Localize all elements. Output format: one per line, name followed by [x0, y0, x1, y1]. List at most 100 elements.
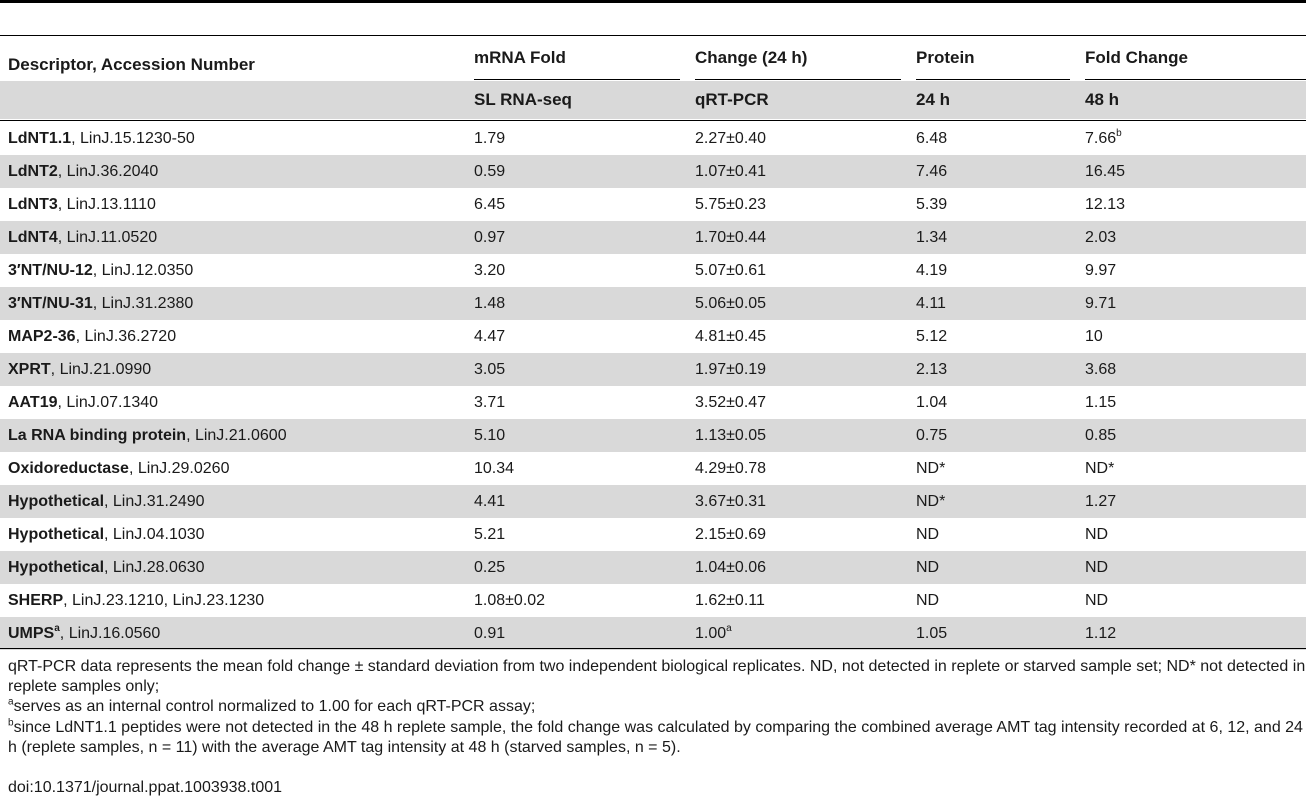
cell-qrt-pcr: 3.52±0.47	[695, 386, 766, 419]
cell-sl-rnaseq: 1.79	[474, 130, 506, 147]
column-group-mrna-label-2: Change (24 h)	[695, 48, 808, 67]
footnote-main: qRT-PCR data represents the mean fold ch…	[8, 658, 1306, 695]
cell-protein-24h: 1.05	[916, 625, 948, 642]
qrt-value: 1.97±0.19	[695, 361, 767, 378]
table-row: Hypothetical, LinJ.04.1030 5.21 2.15±0.69 N…	[0, 518, 1306, 551]
cell-descriptor: 3′NT/NU-31, LinJ.31.2380	[8, 287, 193, 320]
cell-qrt-pcr: 1.13±0.05	[695, 419, 766, 452]
doi-text: doi:10.1371/journal.ppat.1003938.t001	[8, 779, 283, 796]
footnote-b-text: since LdNT1.1 peptides were not detected…	[8, 719, 1303, 756]
cell-sl-rnaseq: 3.71	[474, 394, 506, 411]
cell-protein-48h: 16.45	[1085, 155, 1125, 188]
cell-protein-24h: 2.13	[916, 361, 948, 378]
cell-protein-24h: ND	[916, 559, 940, 576]
cell-sl-rnaseq: 4.41	[474, 493, 506, 510]
cell-protein-48h: 9.71	[1085, 287, 1116, 320]
p48-value: 12.13	[1085, 196, 1126, 213]
accession-number: , LinJ.11.0520	[57, 229, 158, 246]
column-header-descriptor: Descriptor, Accession Number	[8, 55, 255, 74]
p48-value: 1.15	[1085, 394, 1117, 411]
gene-name: Hypothetical	[8, 493, 105, 510]
gene-name: Hypothetical	[8, 559, 105, 576]
qrt-value: 5.06±0.05	[695, 295, 767, 312]
p48-value: 3.68	[1085, 361, 1117, 378]
qrt-value: 5.75±0.23	[695, 196, 767, 213]
cell-protein-24h: ND	[916, 592, 940, 609]
column-group-protein-label: Protein	[916, 48, 975, 67]
cell-descriptor: LdNT3, LinJ.13.1110	[8, 188, 156, 221]
footnote-a: aserves as an internal control normalize…	[8, 697, 1306, 717]
cell-protein-24h: 5.39	[916, 196, 948, 213]
p48-value: ND	[1085, 559, 1109, 576]
accession-number: , LinJ.28.0630	[104, 559, 205, 576]
cell-sl-rnaseq: 3.20	[474, 262, 506, 279]
qrt-value: 1.07±0.41	[695, 163, 767, 180]
table-row: La RNA binding protein, LinJ.21.0600 5.10…	[0, 419, 1306, 452]
accession-number: , LinJ.12.0350	[92, 262, 194, 279]
cell-protein-48h: 3.68	[1085, 353, 1116, 386]
gene-name: MAP2-36	[8, 328, 76, 345]
group-underline-4	[1085, 79, 1306, 80]
subheader-24h: 24 h	[916, 90, 951, 109]
table-row: Hypothetical, LinJ.28.0630 0.25 1.04±0.06 N…	[0, 551, 1306, 584]
accession-number: , LinJ.04.1030	[104, 526, 205, 543]
cell-protein-24h: 7.46	[916, 163, 948, 180]
gene-name: XPRT	[8, 361, 51, 378]
table-row: AAT19, LinJ.07.1340 3.71 3.52±0.47 1.04 1.15	[0, 386, 1306, 419]
cell-descriptor: Hypothetical, LinJ.28.0630	[8, 551, 205, 584]
cell-sl-rnaseq: 5.21	[474, 526, 506, 543]
subheader-qrt-pcr: qRT-PCR	[695, 90, 769, 109]
cell-qrt-pcr: 1.00a	[695, 617, 732, 650]
cell-protein-48h: ND	[1085, 518, 1108, 551]
qrt-value: 3.67±0.31	[695, 493, 767, 510]
table-row: SHERP, LinJ.23.1210, LinJ.23.1230 1.08±0.…	[0, 584, 1306, 617]
cell-protein-24h: 4.11	[916, 295, 946, 312]
footnote-b-mark: b	[8, 717, 14, 729]
cell-descriptor: MAP2-36, LinJ.36.2720	[8, 320, 176, 353]
gene-name: 3′NT/NU-12	[8, 262, 93, 279]
group-underline-3	[916, 79, 1070, 80]
cell-qrt-pcr: 1.07±0.41	[695, 155, 766, 188]
cell-sl-rnaseq: 0.91	[474, 625, 506, 642]
p48-value: 16.45	[1085, 163, 1126, 180]
accession-number: , LinJ.16.0560	[59, 625, 161, 642]
cell-protein-48h: 12.13	[1085, 188, 1125, 221]
cell-sl-rnaseq: 0.97	[474, 229, 506, 246]
table-row: Hypothetical, LinJ.31.2490 4.41 3.67±0.31 N…	[0, 485, 1306, 518]
cell-descriptor: XPRT, LinJ.21.0990	[8, 353, 151, 386]
gene-name-sup: a	[54, 622, 60, 634]
p48-value: ND	[1085, 526, 1109, 543]
cell-qrt-pcr: 1.70±0.44	[695, 221, 766, 254]
table-row: LdNT1.1, LinJ.15.1230-50 1.79 2.27±0.40 6.4…	[0, 122, 1306, 155]
cell-descriptor: La RNA binding protein, LinJ.21.0600	[8, 419, 287, 452]
cell-qrt-pcr: 2.15±0.69	[695, 518, 766, 551]
accession-number: , LinJ.07.1340	[57, 394, 159, 411]
table-row: LdNT4, LinJ.11.0520 0.97 1.70±0.44 1.34 2.03	[0, 221, 1306, 254]
qrt-value: 5.07±0.61	[695, 262, 767, 279]
cell-qrt-pcr: 5.75±0.23	[695, 188, 766, 221]
qrt-value: 4.81±0.45	[695, 328, 767, 345]
cell-protein-24h: 1.34	[916, 229, 948, 246]
cell-protein-48h: 9.97	[1085, 254, 1116, 287]
table-bottom-rule	[0, 648, 1306, 649]
qrt-value: 4.29±0.78	[695, 460, 767, 477]
table-row: LdNT2, LinJ.36.2040 0.59 1.07±0.41 7.46 16.4…	[0, 155, 1306, 188]
cell-protein-48h: ND*	[1085, 452, 1114, 485]
cell-qrt-pcr: 1.62±0.11	[695, 584, 765, 617]
cell-descriptor: Hypothetical, LinJ.04.1030	[8, 518, 205, 551]
cell-qrt-pcr: 3.67±0.31	[695, 485, 766, 518]
accession-number: , LinJ.36.2720	[75, 328, 177, 345]
cell-protein-48h: 1.12	[1085, 617, 1116, 650]
accession-number: , LinJ.36.2040	[57, 163, 159, 180]
cell-protein-24h: ND*	[916, 493, 946, 510]
cell-sl-rnaseq: 3.05	[474, 361, 506, 378]
cell-protein-48h: 2.03	[1085, 221, 1116, 254]
gene-name: La RNA binding protein	[8, 427, 187, 444]
gene-name: AAT19	[8, 394, 58, 411]
table-row: 3′NT/NU-12, LinJ.12.0350 3.20 5.07±0.61 4.1…	[0, 254, 1306, 287]
subheader-band	[0, 81, 1306, 119]
accession-number: , LinJ.21.0600	[186, 427, 287, 444]
p48-value: 9.97	[1085, 262, 1117, 279]
p48-value: 10	[1085, 328, 1103, 345]
cell-qrt-pcr: 5.06±0.05	[695, 287, 766, 320]
